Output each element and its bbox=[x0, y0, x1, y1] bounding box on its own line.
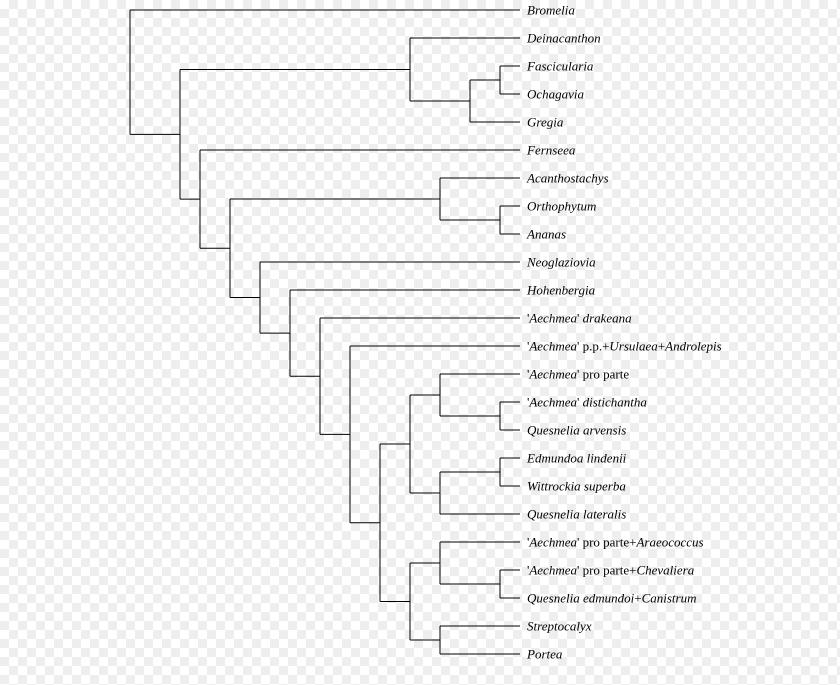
taxon-label: Quesnelia lateralis bbox=[527, 508, 626, 521]
taxon-label: 'Aechmea' distichantha bbox=[527, 396, 647, 409]
taxon-label: 'Aechmea' p.p.+Ursulaea+Androlepis bbox=[527, 340, 722, 353]
taxon-label: Hohenbergia bbox=[527, 284, 595, 297]
taxon-label: Quesnelia arvensis bbox=[527, 424, 626, 437]
taxon-label: 'Aechmea' pro parte bbox=[527, 368, 629, 381]
cladogram-stage: Bromelia Deinacanthon Fascicularia Ochagavi… bbox=[0, 0, 840, 685]
taxon-label: Ananas bbox=[527, 228, 566, 241]
taxon-label: 'Aechmea' drakeana bbox=[527, 312, 632, 325]
taxon-label: Gregia bbox=[527, 116, 563, 129]
taxon-label: 'Aechmea' pro parte+Chevaliera bbox=[527, 564, 694, 577]
taxon-label: Quesnelia edmundoi+Canistrum bbox=[527, 592, 696, 605]
taxon-label: Deinacanthon bbox=[527, 32, 601, 45]
taxon-label: Portea bbox=[527, 648, 562, 661]
taxon-label: 'Aechmea' pro parte+Araeococcus bbox=[527, 536, 704, 549]
taxon-label: Neoglaziovia bbox=[527, 256, 596, 269]
taxon-label: Acanthostachys bbox=[527, 172, 609, 185]
taxon-label: Ochagavia bbox=[527, 88, 584, 101]
taxon-label: Bromelia bbox=[527, 4, 575, 17]
taxon-label: Orthophytum bbox=[527, 200, 596, 213]
taxon-label: Fernseea bbox=[527, 144, 575, 157]
taxon-label: Fascicularia bbox=[527, 60, 593, 73]
taxon-label: Edmundoa lindenii bbox=[527, 452, 626, 465]
taxon-label: Wittrockia superba bbox=[527, 480, 626, 493]
taxon-label: Streptocalyx bbox=[527, 620, 592, 633]
